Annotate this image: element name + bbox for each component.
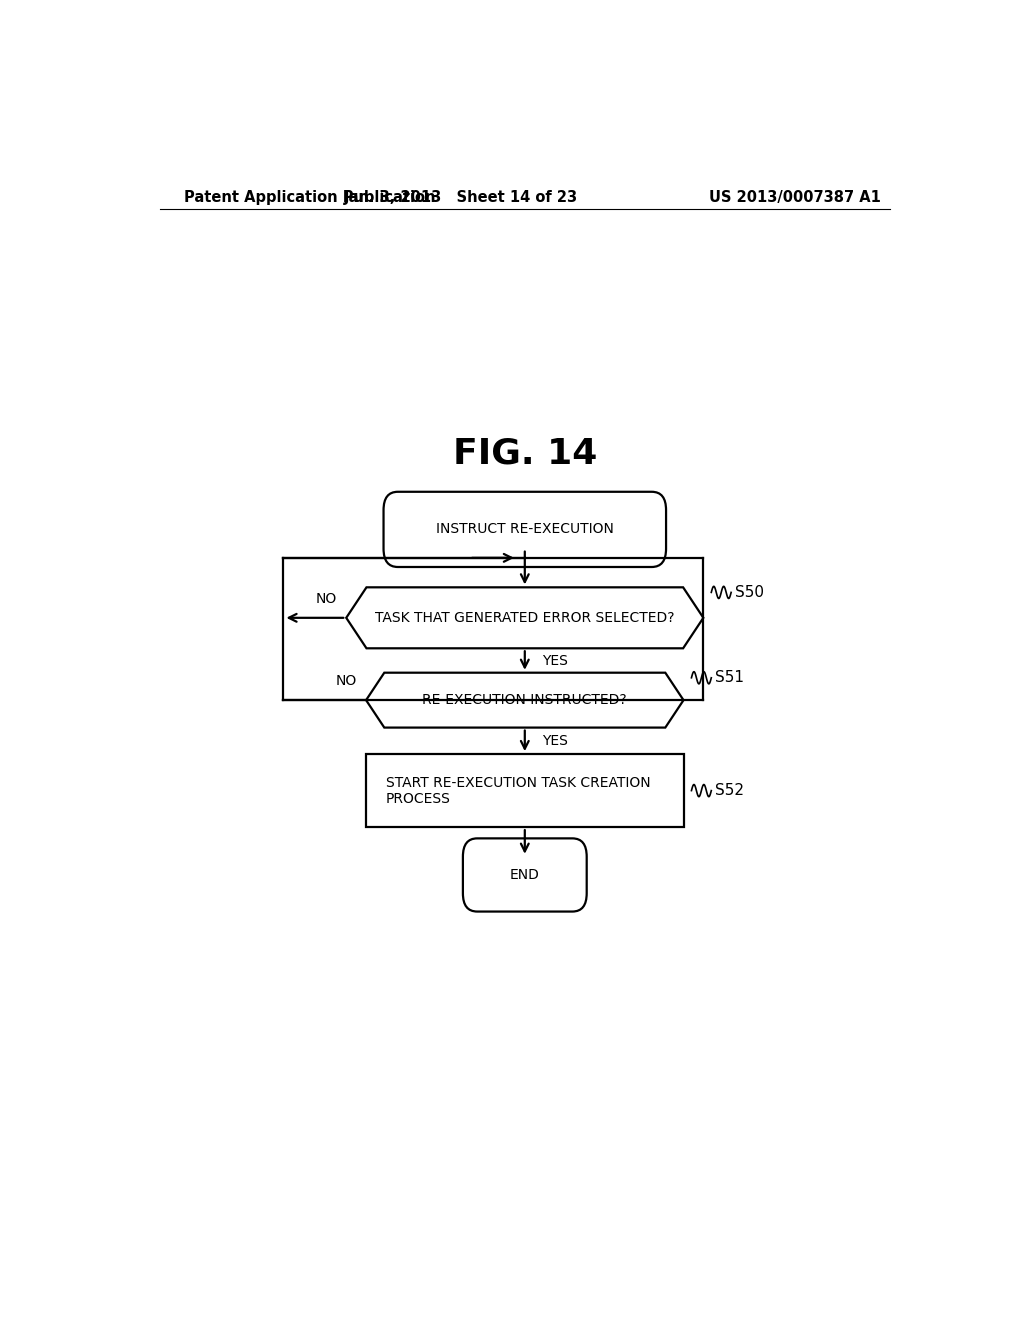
Text: FIG. 14: FIG. 14 bbox=[453, 436, 597, 470]
Text: S51: S51 bbox=[715, 671, 744, 685]
FancyBboxPatch shape bbox=[384, 492, 666, 568]
Text: TASK THAT GENERATED ERROR SELECTED?: TASK THAT GENERATED ERROR SELECTED? bbox=[375, 611, 675, 624]
Text: Patent Application Publication: Patent Application Publication bbox=[183, 190, 435, 205]
Text: Jan. 3, 2013   Sheet 14 of 23: Jan. 3, 2013 Sheet 14 of 23 bbox=[344, 190, 579, 205]
Text: END: END bbox=[510, 869, 540, 882]
Text: NO: NO bbox=[336, 675, 357, 688]
Text: YES: YES bbox=[543, 653, 568, 668]
Text: US 2013/0007387 A1: US 2013/0007387 A1 bbox=[709, 190, 881, 205]
Text: S50: S50 bbox=[735, 585, 764, 599]
FancyBboxPatch shape bbox=[463, 838, 587, 912]
Polygon shape bbox=[346, 587, 703, 648]
Text: YES: YES bbox=[543, 734, 568, 748]
Polygon shape bbox=[367, 673, 684, 727]
Text: INSTRUCT RE-EXECUTION: INSTRUCT RE-EXECUTION bbox=[436, 523, 613, 536]
Text: NO: NO bbox=[315, 591, 337, 606]
Text: START RE-EXECUTION TASK CREATION
PROCESS: START RE-EXECUTION TASK CREATION PROCESS bbox=[386, 776, 650, 805]
Text: S52: S52 bbox=[715, 783, 744, 799]
Text: RE-EXECUTION INSTRUCTED?: RE-EXECUTION INSTRUCTED? bbox=[423, 693, 627, 708]
Bar bbox=[367, 754, 684, 828]
